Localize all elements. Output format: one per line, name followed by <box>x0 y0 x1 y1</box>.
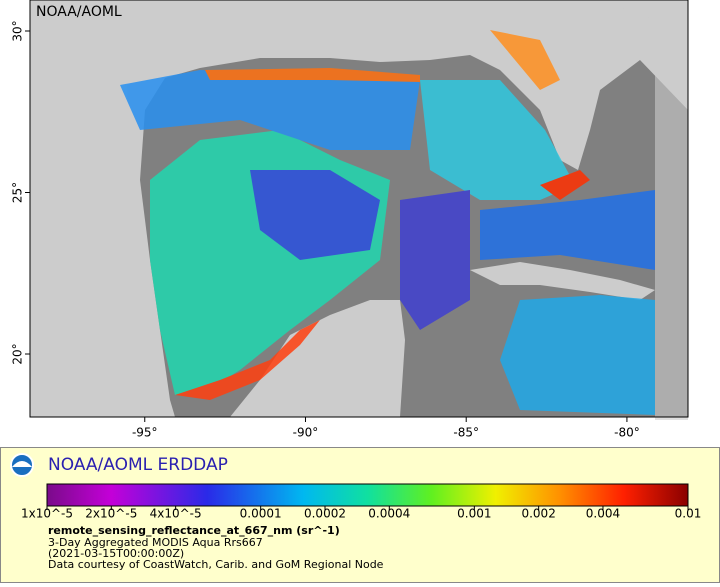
y-tick-label: 20° <box>11 343 25 364</box>
legend-line: (2021-03-15T00:00:00Z) <box>48 547 184 560</box>
x-tick-label: -85° <box>453 426 479 440</box>
legend-line: 3-Day Aggregated MODIS Aqua Rrs667 <box>48 536 263 549</box>
east-land <box>600 0 688 420</box>
cuba <box>470 262 655 300</box>
y-tick-label: 25° <box>11 182 25 203</box>
legend: NOAA/AOML ERDDAP remote_sensing_reflecta… <box>0 447 720 583</box>
colorbar-tick-label: 4x10^-5 <box>150 507 202 521</box>
land <box>30 0 688 417</box>
colorbar-tick-label: 0.002 <box>521 507 555 521</box>
watermark: NOAA/AOML <box>36 4 122 20</box>
x-tick-label: -90° <box>293 426 319 440</box>
colorbar-tick-label: 0.0002 <box>304 507 346 521</box>
data-field <box>120 30 655 415</box>
legend-title: NOAA/AOML ERDDAP <box>48 455 228 475</box>
variable-name: remote_sensing_reflectance_at_667_nm (sr… <box>48 524 340 537</box>
colorbar-tick-label: 2x10^-5 <box>85 507 137 521</box>
yucatan <box>230 300 405 417</box>
colorbar-tick-label: 0.0004 <box>368 507 410 521</box>
colorbar-tick-label: 1x10^-5 <box>21 507 73 521</box>
y-tick-label: 30° <box>11 20 25 41</box>
legend-line: Data courtesy of CoastWatch, Carib. and … <box>48 558 384 571</box>
x-tick-label: -95° <box>132 426 158 440</box>
colorbar-tick-label: 0.01 <box>675 507 702 521</box>
map: NOAA/AOML <box>29 0 689 420</box>
map-frame <box>29 0 689 418</box>
x-tick-label: -80° <box>614 426 640 440</box>
colorbar <box>46 483 689 507</box>
colorbar-tick-label: 0.004 <box>586 507 620 521</box>
colorbar-tick-label: 0.001 <box>457 507 491 521</box>
noaa-logo-bird <box>12 461 32 467</box>
colorbar-tick-label: 0.0001 <box>240 507 282 521</box>
legend-box <box>0 447 720 583</box>
